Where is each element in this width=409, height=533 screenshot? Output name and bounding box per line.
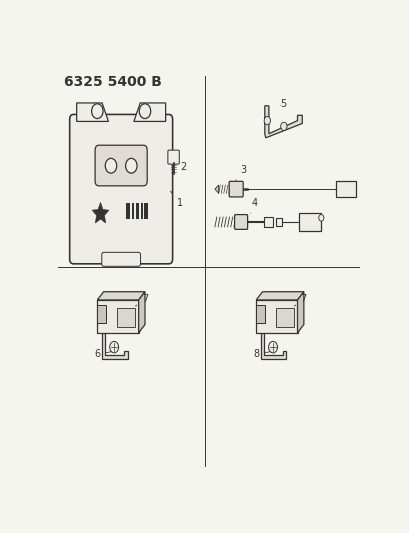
Text: 8: 8: [252, 350, 274, 359]
Bar: [276, 308, 293, 327]
Polygon shape: [297, 292, 303, 333]
Bar: [256, 300, 297, 333]
Text: 3: 3: [235, 165, 246, 180]
Bar: [299, 213, 321, 231]
Bar: [131, 203, 134, 219]
Polygon shape: [214, 185, 218, 193]
Text: 2: 2: [180, 161, 187, 172]
Bar: [117, 308, 135, 327]
Text: 7: 7: [294, 294, 306, 306]
Polygon shape: [97, 292, 145, 300]
Circle shape: [263, 117, 270, 125]
FancyBboxPatch shape: [95, 145, 147, 186]
Bar: [335, 181, 355, 197]
FancyBboxPatch shape: [101, 252, 140, 266]
Bar: [97, 300, 138, 333]
Polygon shape: [76, 103, 108, 122]
Text: 6: 6: [94, 350, 115, 359]
Text: 7: 7: [135, 294, 148, 306]
FancyBboxPatch shape: [167, 150, 179, 164]
Circle shape: [318, 215, 323, 221]
Polygon shape: [138, 292, 145, 333]
Circle shape: [268, 342, 277, 353]
FancyBboxPatch shape: [70, 115, 172, 264]
Bar: [256, 305, 265, 324]
Polygon shape: [102, 333, 127, 359]
Bar: [97, 305, 106, 324]
Bar: [141, 203, 143, 219]
Circle shape: [91, 104, 103, 118]
Text: 4: 4: [250, 198, 257, 213]
Circle shape: [105, 158, 117, 173]
Text: 1: 1: [170, 191, 182, 207]
Polygon shape: [133, 103, 165, 122]
Polygon shape: [260, 333, 285, 359]
Circle shape: [139, 104, 151, 118]
Bar: [144, 203, 147, 219]
Text: 6325 5400 B: 6325 5400 B: [64, 76, 162, 90]
Bar: [136, 203, 139, 219]
Circle shape: [110, 342, 118, 353]
Bar: [275, 218, 281, 226]
Bar: [126, 203, 129, 219]
Polygon shape: [264, 106, 301, 138]
Text: 5: 5: [279, 99, 285, 109]
Polygon shape: [256, 292, 303, 300]
Circle shape: [280, 122, 286, 131]
Bar: [263, 217, 272, 227]
Circle shape: [125, 158, 137, 173]
FancyBboxPatch shape: [234, 215, 247, 229]
FancyBboxPatch shape: [229, 181, 243, 197]
Polygon shape: [92, 202, 109, 223]
